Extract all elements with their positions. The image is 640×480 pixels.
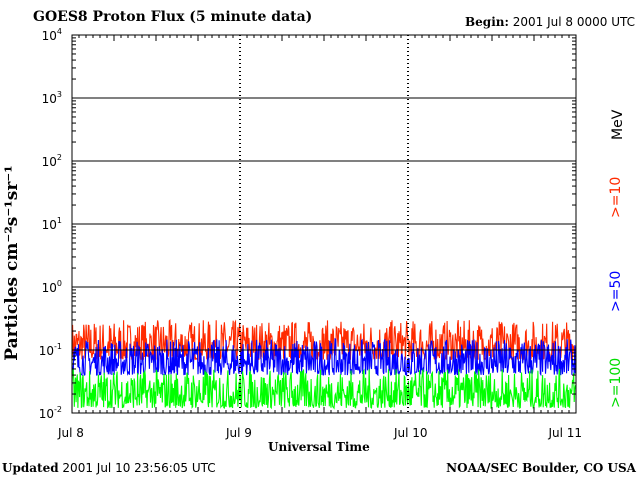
updated-timestamp: Updated 2001 Jul 10 23:56:05 UTC [2,461,216,475]
y-tick-label: 102 [42,153,62,169]
series-line-0 [71,319,577,362]
legend-series-100mev: >=100 [608,357,624,408]
y-tick-label: 101 [42,216,62,232]
y-tick-label: 100 [42,279,62,295]
updated-label: Updated [2,461,59,475]
legend-series-50mev: >=50 [608,270,624,312]
y-tick-label: 103 [42,90,62,106]
y-tick-label: 10-2 [39,405,62,421]
begin-value: 2001 Jul 8 0000 UTC [512,15,635,29]
legend-series-10mev: >=10 [608,176,624,218]
updated-value: 2001 Jul 10 23:56:05 UTC [62,461,216,475]
y-tick-label: 104 [42,27,62,43]
x-tick-label: Jul 11 [547,426,582,440]
begin-label: Begin: [465,15,509,29]
y-tick-label: 10-1 [39,342,62,358]
legend-unit: MeV [610,109,626,140]
chart-title: GOES8 Proton Flux (5 minute data) [33,9,313,25]
begin-timestamp: Begin: 2001 Jul 8 0000 UTC [465,15,635,29]
credit-text: NOAA/SEC Boulder, CO USA [446,461,636,475]
x-tick-label: Jul 8 [57,426,84,440]
x-tick-label: Jul 9 [225,426,252,440]
x-tick-label: Jul 10 [393,426,428,440]
y-axis-label: Particles cm⁻²s⁻¹sr⁻¹ [2,165,22,361]
x-axis-label: Universal Time [268,440,370,454]
series-line-2 [71,368,577,410]
